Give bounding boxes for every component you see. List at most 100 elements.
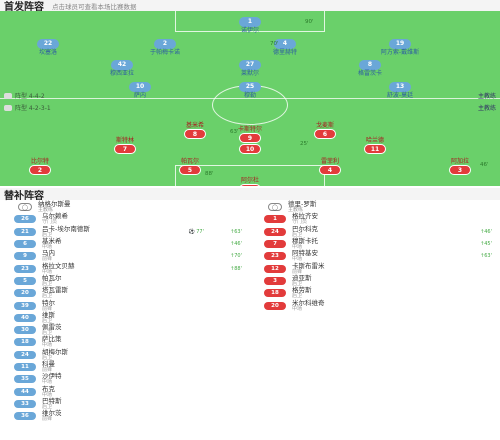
home-formation: 阵型 4-4-2 [4, 91, 45, 100]
sub-name: 巴特斯 [42, 396, 62, 405]
away-player[interactable]: 雷菲利 4 [292, 158, 368, 175]
sub-name: 纳格尔斯曼 [38, 200, 71, 209]
home-player[interactable]: 22 坎塞洛 [10, 39, 86, 56]
sub-position: 中场 [292, 244, 303, 251]
sub-player-row[interactable]: 6 基米希 中场 ↑46' [0, 238, 250, 250]
jersey-number: 5 [14, 276, 36, 285]
sub-player-row[interactable]: 44 布克 中场 [0, 384, 250, 398]
sub-name: 吕卡-埃尔南德斯 [42, 224, 90, 233]
away-player[interactable]: 比尔特 2 [2, 158, 78, 175]
sub-player-row[interactable]: 40 维斯 后卫 [0, 312, 250, 324]
player-name: 斯特林 [115, 137, 134, 144]
away-player[interactable]: 戈麦斯 6 [287, 122, 363, 139]
player-name: 诺伊尔 [240, 27, 259, 34]
home-player[interactable]: 8 格雷茨卡 [332, 60, 408, 77]
sub-name: 布克 [42, 384, 55, 393]
sub-name: 格拉文贝赫 [42, 261, 75, 270]
sub-player-row[interactable]: 12 卡斯布雷米 前锋 [250, 262, 500, 275]
away-player[interactable]: 阿尔杜1 [212, 177, 288, 186]
sub-player-row[interactable]: 18 格劳斯 后卫 [250, 287, 500, 299]
sub-player-row[interactable]: 23 阿特基安 中场 ↑63' [250, 250, 500, 262]
sub-player-row[interactable]: 30 佩雷茨 后卫 [0, 324, 250, 336]
away-player[interactable]: 基米希 8 [157, 122, 233, 139]
jersey-number: 25 [239, 82, 261, 92]
jersey-number: 9 [239, 133, 261, 143]
sub-player-row[interactable]: 35 沙伊特 中场 [0, 373, 250, 385]
sub-name: 沙伊特 [42, 372, 62, 381]
jersey-number: 7 [114, 144, 136, 154]
jersey-number: 5 [179, 165, 201, 175]
bottom-penalty-box [175, 165, 325, 186]
jersey-number: 4 [319, 165, 341, 175]
sub-player-row[interactable]: 18 萨比策 中场 [0, 336, 250, 348]
sub-player-row[interactable]: 26 乌尔赖希 守门员 [0, 213, 250, 225]
player-name: 哈兰德 [365, 137, 384, 144]
coach-row[interactable]: ◯ 德里-罗斯 主教练 [250, 201, 500, 213]
away-player[interactable]: 斯特林 7 [87, 137, 163, 154]
sub-position: 后卫 [42, 330, 53, 337]
sub-player-row[interactable]: 1 格拉齐安 守门员 [250, 213, 500, 225]
player-name: 帕瓦尔 [180, 158, 199, 165]
home-player[interactable]: 19 阿方索-戴维斯 [362, 39, 438, 56]
home-player[interactable]: 2 于帕梅卡诺 [127, 39, 203, 56]
sub-player-row[interactable]: 5 帕瓦尔 后卫 [0, 275, 250, 287]
sub-position: 中场 [42, 244, 53, 251]
sub-name: 马内 [42, 249, 55, 258]
sub-name: 格拉齐安 [292, 212, 318, 221]
coach-row[interactable]: ◯ 纳格尔斯曼 主教练 [0, 201, 250, 213]
away-formation: 阵型 4-2-3-1 [4, 103, 51, 112]
player-name: 阿尔杜 [240, 177, 259, 184]
sub-position: 前锋 [42, 305, 53, 312]
sub-position: 主教练 [38, 207, 54, 214]
sub-player-row[interactable]: 11 科曼 前锋 [0, 361, 250, 373]
sub-player-row[interactable]: 33 巴特斯 后卫 [0, 398, 250, 410]
sub-player-row[interactable]: 36 维尔茨 前锋 [0, 410, 250, 422]
home-player[interactable]: 10 萨内 [102, 82, 178, 99]
sub-player-row[interactable]: 20 塔瓦雷斯 后卫 [0, 287, 250, 299]
player-name: 基米希 [185, 122, 204, 129]
away-player[interactable]: 阿加拉 3 [422, 158, 498, 175]
player-name: 阿加拉 [450, 158, 469, 165]
sub-position: 前锋 [42, 367, 53, 373]
home-player[interactable]: 27 莱默尔 [212, 60, 288, 77]
player-name: 格雷茨卡 [357, 70, 382, 77]
starting-header: 首发阵容 点击球员可查看本场比赛数据 [0, 0, 500, 13]
sub-event: ↑63' [230, 228, 242, 235]
sub-player-row[interactable]: 24 胡梅尔斯 后卫 [0, 348, 250, 361]
home-player[interactable]: 1 诺伊尔 [212, 17, 288, 34]
away-player[interactable]: 帕瓦尔 5 [152, 158, 228, 175]
home-player[interactable]: 25 穆勒 [212, 82, 288, 99]
jersey-number: 18 [264, 289, 286, 298]
sub-player-row[interactable]: 21 吕卡-埃尔南德斯 后卫 ↑63' ⚽ 77' [0, 224, 250, 238]
jersey-number: 1 [239, 184, 261, 186]
sub-position: 前锋 [42, 416, 53, 423]
player-name: 于帕梅卡诺 [149, 49, 180, 56]
sub-event: ↑46' [480, 228, 492, 235]
away-player[interactable]: 卡斯特尔 9 [212, 126, 288, 143]
sub-player-row[interactable]: 24 巴尔科克 后卫 ↑46' [250, 225, 500, 238]
sub-position: 守门员 [292, 219, 308, 226]
sub-player-row[interactable]: 7 穆斯卡托 中场 ↑45' [250, 238, 500, 250]
home-player[interactable]: 13 舒波-莫廷 [362, 82, 438, 99]
home-player[interactable]: 4 德里赫特 [247, 39, 323, 56]
sub-event: ↑46' [230, 241, 242, 248]
jersey-number: 8 [184, 129, 206, 139]
jersey-number: 21 [14, 227, 36, 236]
home-player[interactable]: 42 穆西亚拉 [84, 60, 160, 77]
sub-position: 后卫 [42, 317, 53, 324]
away-player[interactable]: 哈兰德 11 [337, 137, 413, 154]
sub-player-row[interactable]: 20 米尔科维奇 中场 [250, 299, 500, 312]
pitch: 阵型 4-4-2 阵型 4-2-3-1 主教练 主教练 1 诺伊尔 22 坎塞洛 2 于帕… [0, 11, 500, 186]
sub-player-row[interactable]: 23 格拉文贝赫 中场 ↑88' [0, 261, 250, 275]
jersey-number: 3 [449, 165, 471, 175]
jersey-number: 2 [29, 165, 51, 175]
sub-player-row[interactable]: 3 迪亚斯 后卫 [250, 275, 500, 287]
jersey-number: 35 [14, 375, 36, 384]
starting-subtitle: 点击球员可查看本场比赛数据 [52, 2, 137, 11]
jersey-number: 4 [274, 39, 296, 49]
sub-player-row[interactable]: 9 马内 前锋 ↑70' [0, 250, 250, 262]
sub-player-row[interactable]: 39 特尔 前锋 [0, 299, 250, 312]
coach-icon: ◯ [268, 203, 282, 212]
sub-name: 帕瓦尔 [42, 273, 62, 282]
player-name: 戈麦斯 [315, 122, 334, 129]
